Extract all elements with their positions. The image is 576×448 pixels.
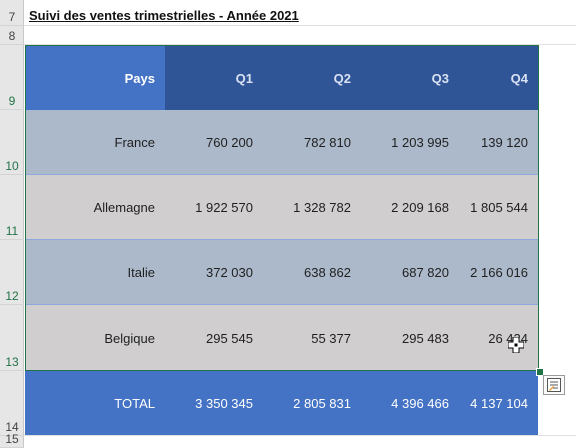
country-cell[interactable]: France — [114, 134, 155, 150]
row-number-8[interactable]: 8 — [0, 26, 24, 45]
value-cell[interactable]: 55 377 — [311, 330, 351, 346]
header-cell-q2[interactable]: Q2 — [263, 46, 361, 110]
sheet-title[interactable]: Suivi des ventes trimestrielles - Année … — [29, 8, 299, 23]
value-cell[interactable]: 1 922 570 — [195, 199, 253, 215]
country-cell[interactable]: Allemagne — [93, 199, 155, 215]
cell-cross-cursor-icon — [508, 337, 524, 353]
value-cell[interactable]: 687 820 — [402, 264, 449, 280]
header-cell-q4[interactable]: Q4 — [459, 46, 538, 110]
total-row: TOTAL 3 350 345 2 805 831 4 396 466 4 13… — [25, 371, 538, 435]
value-cell[interactable]: 2 166 016 — [470, 264, 528, 280]
fill-handle[interactable] — [536, 368, 544, 376]
value-cell[interactable]: 295 483 — [402, 330, 449, 346]
quick-analysis-button[interactable] — [543, 375, 565, 395]
row-number-15[interactable]: 15 — [0, 432, 24, 448]
value-cell[interactable]: 1 805 544 — [470, 199, 528, 215]
total-value-cell[interactable]: 4 137 104 — [470, 395, 528, 411]
value-cell[interactable]: 1 328 782 — [293, 199, 351, 215]
value-cell[interactable]: 782 810 — [304, 134, 351, 150]
value-cell[interactable]: 295 545 — [206, 330, 253, 346]
gridline — [24, 25, 576, 26]
table-header-row: Pays Q1 Q2 Q3 Q4 — [25, 46, 538, 110]
country-cell[interactable]: Italie — [127, 264, 155, 280]
row-number-7[interactable]: 7 — [0, 0, 24, 26]
header-cell-pays[interactable]: Pays — [25, 46, 165, 110]
row-number-11[interactable]: 11 — [0, 175, 24, 240]
value-cell[interactable]: 638 862 — [304, 264, 351, 280]
total-value-cell[interactable]: 2 805 831 — [293, 395, 351, 411]
country-cell[interactable]: Belgique — [104, 330, 155, 346]
header-cell-q1[interactable]: Q1 — [165, 46, 263, 110]
total-label-cell[interactable]: TOTAL — [114, 395, 155, 411]
row-number-9[interactable]: 9 — [0, 45, 24, 110]
gridline — [24, 435, 576, 436]
row-number-12[interactable]: 12 — [0, 240, 24, 305]
table-row: Belgique 295 545 55 377 295 483 26 424 — [25, 305, 538, 371]
row-number-14[interactable]: 14 — [0, 371, 24, 436]
value-cell[interactable]: 139 120 — [481, 134, 528, 150]
table-row: Italie 372 030 638 862 687 820 2 166 016 — [25, 240, 538, 305]
value-cell[interactable]: 760 200 — [206, 134, 253, 150]
quick-analysis-icon — [547, 378, 561, 392]
row-number-13[interactable]: 13 — [0, 305, 24, 371]
table-row: France 760 200 782 810 1 203 995 139 120 — [25, 110, 538, 175]
row-number-10[interactable]: 10 — [0, 110, 24, 175]
total-value-cell[interactable]: 3 350 345 — [195, 395, 253, 411]
table-row: Allemagne 1 922 570 1 328 782 2 209 168 … — [25, 175, 538, 240]
gridline — [24, 44, 576, 45]
value-cell[interactable]: 26 424 — [488, 330, 528, 346]
value-cell[interactable]: 2 209 168 — [391, 199, 449, 215]
row-header-column — [0, 0, 24, 448]
value-cell[interactable]: 372 030 — [206, 264, 253, 280]
total-value-cell[interactable]: 4 396 466 — [391, 395, 449, 411]
value-cell[interactable]: 1 203 995 — [391, 134, 449, 150]
header-cell-q3[interactable]: Q3 — [361, 46, 459, 110]
